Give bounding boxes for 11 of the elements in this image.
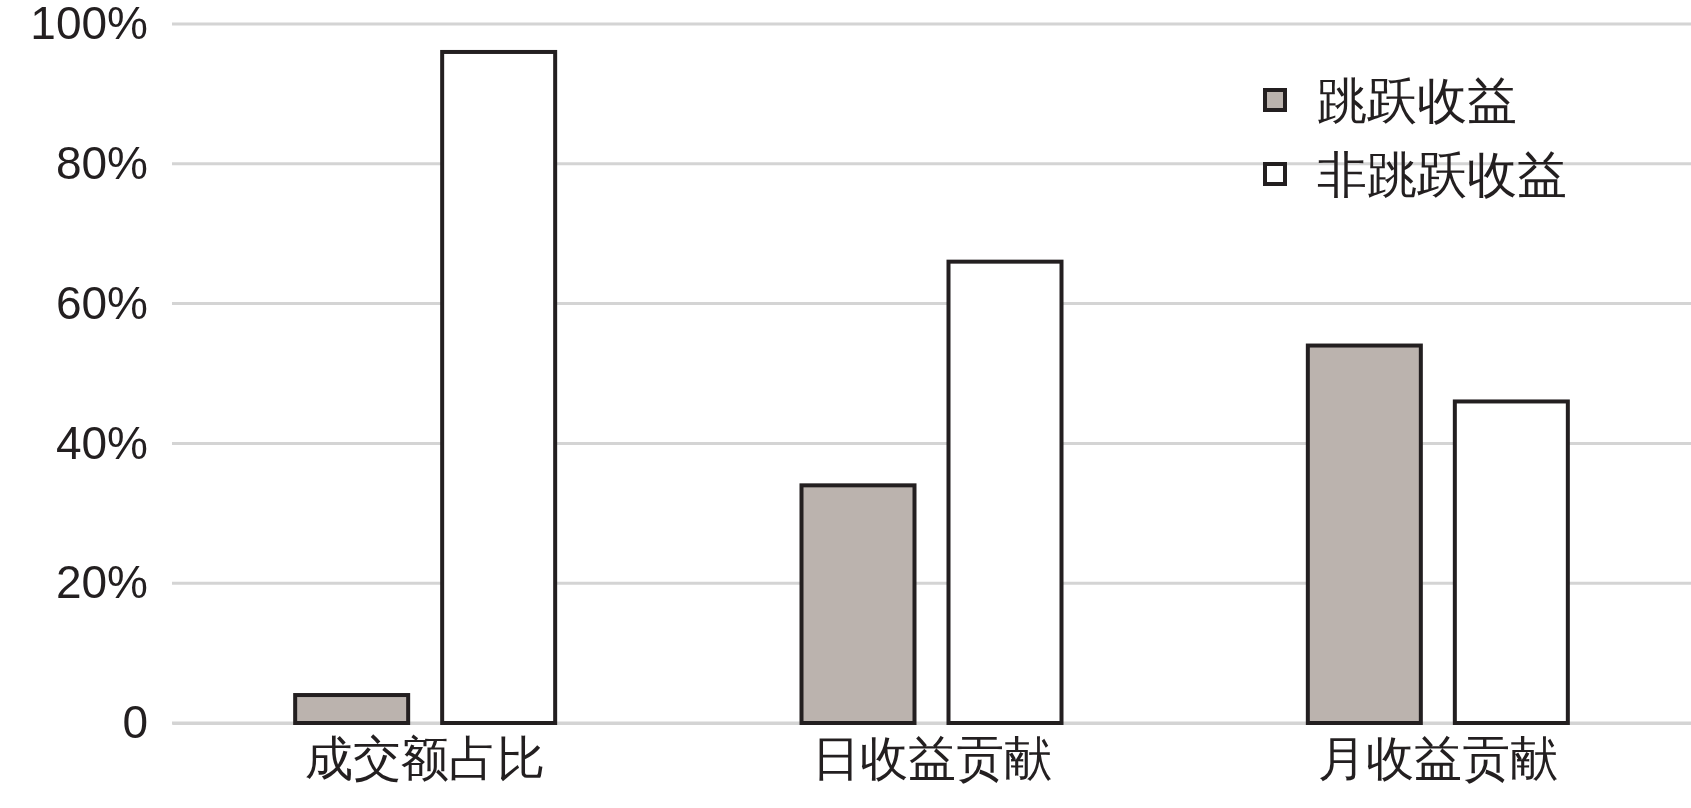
x-tick-label: 月收益贡献	[1317, 732, 1558, 786]
y-tick-label: 0	[122, 696, 148, 749]
legend-label: 非跳跃收益	[1317, 146, 1567, 203]
y-tick-label: 80%	[55, 137, 148, 190]
y-tick-label: 60%	[55, 276, 148, 329]
y-tick-label: 20%	[55, 556, 148, 609]
x-tick-label: 成交额占比	[305, 732, 546, 786]
y-tick-label: 100%	[30, 0, 148, 50]
y-tick-label: 40%	[55, 416, 148, 469]
x-tick-label: 日收益贡献	[811, 732, 1052, 786]
legend-label: 跳跃收益	[1317, 72, 1517, 129]
